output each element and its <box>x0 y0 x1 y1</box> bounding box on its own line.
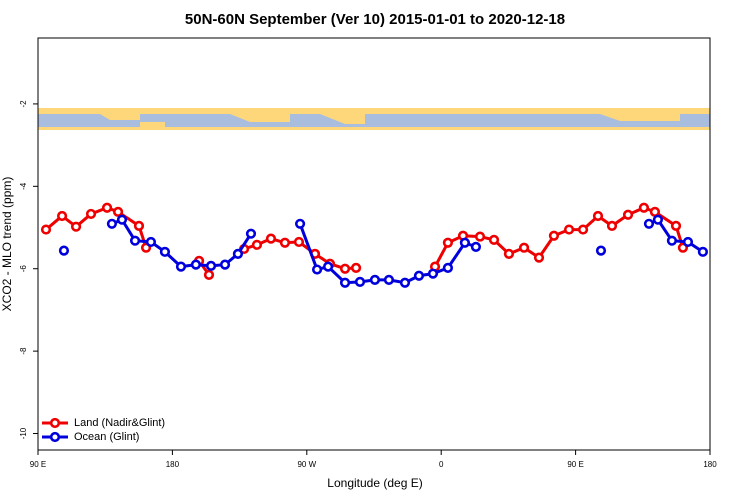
x-tick-label: 0 <box>439 460 444 469</box>
data-point <box>190 259 202 270</box>
data-point <box>697 246 709 257</box>
data-point <box>399 277 411 288</box>
legend-marker <box>49 417 61 429</box>
chart-title: 50N-60N September (Ver 10) 2015-01-01 to… <box>185 11 565 28</box>
data-point <box>369 274 381 285</box>
data-point <box>643 218 655 229</box>
data-point <box>322 261 334 272</box>
data-point <box>311 264 323 275</box>
data-point <box>606 220 618 231</box>
data-point <box>293 236 305 248</box>
y-tick-label: -6 <box>19 265 28 273</box>
data-point <box>70 221 82 232</box>
map-strip <box>38 108 710 130</box>
data-point <box>203 269 215 281</box>
legend-label: Ocean (Glint) <box>74 431 139 443</box>
data-point <box>442 237 454 248</box>
legend-label: Land (Nadir&Glint) <box>74 417 165 429</box>
data-point <box>175 261 187 272</box>
data-point <box>112 206 124 217</box>
x-axis-label: Longitude (deg E) <box>327 476 422 490</box>
data-point <box>40 224 52 235</box>
data-point <box>101 202 113 213</box>
data-point <box>577 224 589 235</box>
data-point <box>518 242 530 253</box>
data-point <box>563 224 575 235</box>
data-point <box>265 233 277 244</box>
data-point <box>649 206 661 217</box>
data-point <box>548 230 560 241</box>
data-point <box>219 259 231 270</box>
data-point <box>106 218 118 229</box>
data-point <box>245 228 257 239</box>
data-point <box>488 234 500 245</box>
data-point <box>592 210 604 222</box>
x-tick-label: 90 E <box>30 460 46 469</box>
y-tick-label: -8 <box>19 347 28 355</box>
y-axis-label: XCO2 - MLO trend (ppm) <box>0 177 14 312</box>
data-point <box>354 276 366 288</box>
data-point <box>638 202 650 213</box>
y-tick-label: -4 <box>19 182 28 190</box>
data-point <box>383 274 395 285</box>
y-tick-label: -2 <box>19 100 28 108</box>
data-point <box>682 236 694 248</box>
data-point <box>159 246 171 257</box>
data-point <box>350 262 362 273</box>
x-tick-label: 180 <box>166 460 180 469</box>
x-tick-label: 90 W <box>297 460 316 469</box>
plot-frame <box>37 37 711 451</box>
data-point <box>279 237 291 248</box>
data-point <box>145 236 157 248</box>
data-point <box>56 210 68 222</box>
y-tick-label: -10 <box>19 427 28 439</box>
data-point <box>670 220 682 231</box>
data-point <box>503 248 515 259</box>
data-point <box>533 252 545 263</box>
data-point <box>205 260 217 271</box>
x-tick-label: 90 E <box>567 460 583 469</box>
data-point <box>251 239 263 250</box>
data-point <box>474 231 486 242</box>
data-point <box>622 209 634 220</box>
data-point <box>652 214 664 225</box>
data-point <box>133 220 145 231</box>
data-point <box>470 241 482 252</box>
legend-marker <box>49 431 61 443</box>
data-point <box>85 208 97 220</box>
data-point <box>595 245 607 256</box>
data-point <box>427 268 439 279</box>
data-point <box>116 214 128 225</box>
series-line <box>45 206 685 276</box>
data-point <box>666 235 678 246</box>
data-point <box>58 245 70 256</box>
data-point <box>129 235 141 246</box>
data-point <box>232 248 244 259</box>
data-point <box>459 237 471 248</box>
data-point <box>339 263 351 274</box>
data-point <box>294 218 306 229</box>
data-point <box>413 270 425 281</box>
x-tick-label: 180 <box>703 460 717 469</box>
data-point <box>339 277 351 288</box>
data-point <box>442 262 454 273</box>
